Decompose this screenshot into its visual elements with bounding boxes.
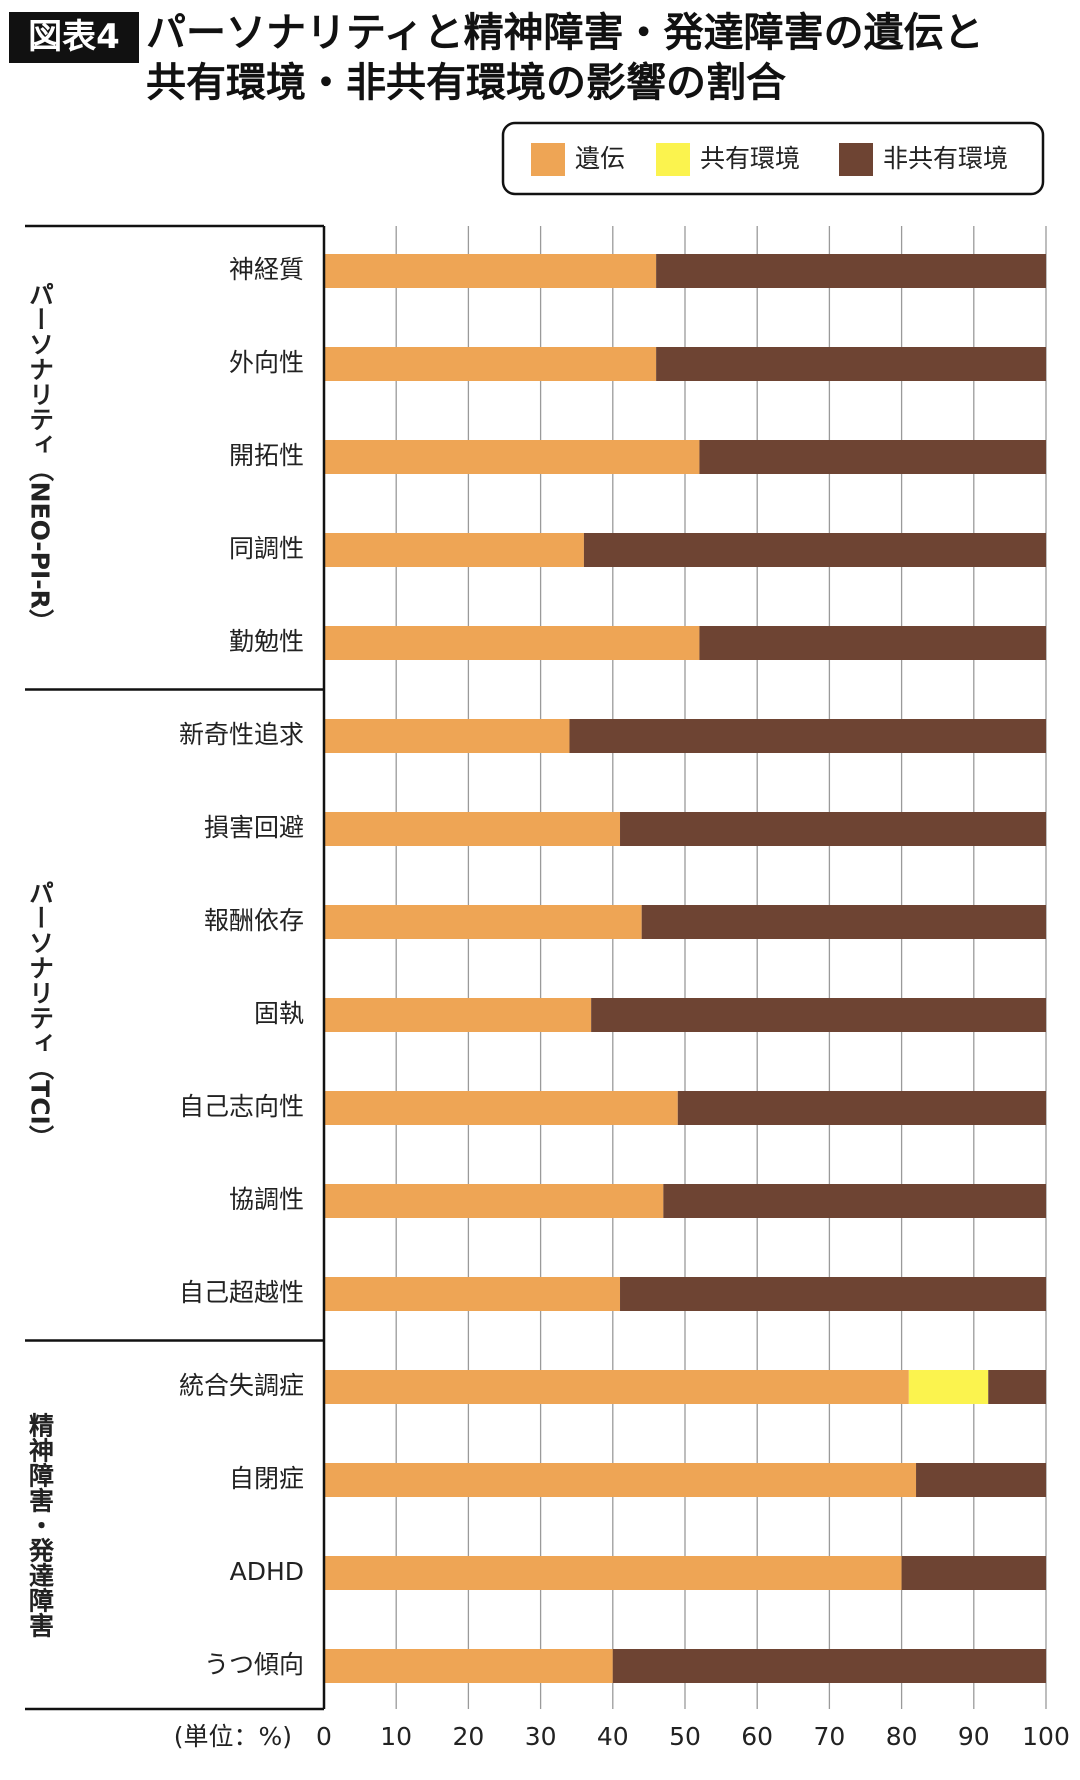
bar-segment bbox=[656, 347, 1046, 381]
bar-segment bbox=[324, 905, 642, 939]
legend-swatch bbox=[531, 143, 565, 176]
category-label: 外向性 bbox=[229, 348, 304, 377]
category-label: うつ傾向 bbox=[204, 1650, 304, 1679]
category-label: 勤勉性 bbox=[229, 627, 304, 656]
category-label: 統合失調症 bbox=[179, 1371, 304, 1400]
bar-segment bbox=[656, 254, 1046, 288]
x-tick-label: 80 bbox=[886, 1722, 918, 1751]
x-tick-label: 40 bbox=[597, 1722, 629, 1751]
bar-segment bbox=[324, 812, 621, 846]
bar-segment bbox=[641, 905, 1046, 939]
figure-badge: 図表4 bbox=[9, 12, 139, 63]
chart-title: パーソナリティと精神障害・発達障害の遺伝と共有環境・非共有環境の影響の割合 bbox=[146, 10, 984, 106]
category-label: 自閉症 bbox=[229, 1464, 304, 1493]
bar-segment bbox=[324, 1649, 613, 1683]
category-label: 神経質 bbox=[229, 255, 304, 284]
bar-segment bbox=[324, 1463, 917, 1497]
category-label: 自己志向性 bbox=[179, 1092, 304, 1121]
bar-segment bbox=[324, 1277, 621, 1311]
legend-swatch bbox=[656, 143, 690, 176]
x-tick-label: 0 bbox=[316, 1722, 332, 1751]
x-tick-label: 10 bbox=[380, 1722, 412, 1751]
bar-segment bbox=[988, 1370, 1046, 1404]
bar-segment bbox=[901, 1556, 1046, 1590]
x-tick-label: 20 bbox=[452, 1722, 484, 1751]
bar-segment bbox=[612, 1649, 1046, 1683]
legend-label: 共有環境 bbox=[700, 144, 800, 173]
category-label: 自己超越性 bbox=[179, 1278, 304, 1307]
group-label: パーソナリティ（NEO-PI-R） bbox=[26, 282, 55, 634]
bar-segment bbox=[620, 1277, 1046, 1311]
bar-segment bbox=[324, 1370, 909, 1404]
group-label: パーソナリティ（TCI） bbox=[26, 880, 55, 1150]
category-label: ADHD bbox=[230, 1557, 304, 1586]
category-label: 新奇性追求 bbox=[179, 720, 304, 749]
bar-segment bbox=[324, 1556, 902, 1590]
legend-swatch bbox=[839, 143, 873, 176]
x-tick-label: 30 bbox=[525, 1722, 557, 1751]
bar-segment bbox=[583, 533, 1046, 567]
bar-segment bbox=[663, 1184, 1046, 1218]
bar-segment bbox=[324, 626, 700, 660]
bar-segment bbox=[916, 1463, 1046, 1497]
x-tick-label: 70 bbox=[813, 1722, 845, 1751]
category-label: 固執 bbox=[254, 999, 304, 1028]
bar-segment bbox=[324, 347, 657, 381]
legend-label: 非共有環境 bbox=[883, 144, 1008, 173]
bar-segment bbox=[324, 533, 584, 567]
legend-box bbox=[501, 121, 1045, 196]
bar-segment bbox=[677, 1091, 1046, 1125]
bar-segment bbox=[324, 440, 700, 474]
bar-segment bbox=[620, 812, 1046, 846]
bar-segment bbox=[569, 719, 1046, 753]
x-tick-label: 100 bbox=[1022, 1722, 1070, 1751]
unit-label: (単位：%) bbox=[174, 1722, 292, 1751]
bar-segment bbox=[699, 440, 1046, 474]
bar-segment bbox=[324, 1091, 678, 1125]
bar-segment bbox=[908, 1370, 989, 1404]
bar-segment bbox=[699, 626, 1046, 660]
x-tick-label: 90 bbox=[958, 1722, 990, 1751]
group-label: 精神障害・発達障害 bbox=[26, 1412, 56, 1637]
category-label: 報酬依存 bbox=[204, 906, 304, 935]
category-label: 協調性 bbox=[229, 1185, 304, 1214]
legend-label: 遺伝 bbox=[575, 144, 625, 173]
category-label: 損害回避 bbox=[204, 813, 304, 842]
bar-segment bbox=[324, 1184, 664, 1218]
x-tick-label: 50 bbox=[669, 1722, 701, 1751]
category-label: 開拓性 bbox=[229, 441, 304, 470]
bar-segment bbox=[324, 998, 592, 1032]
bar-segment bbox=[324, 719, 570, 753]
category-label: 同調性 bbox=[229, 534, 304, 563]
bar-segment bbox=[324, 254, 657, 288]
bar-segment bbox=[591, 998, 1046, 1032]
x-tick-label: 60 bbox=[741, 1722, 773, 1751]
